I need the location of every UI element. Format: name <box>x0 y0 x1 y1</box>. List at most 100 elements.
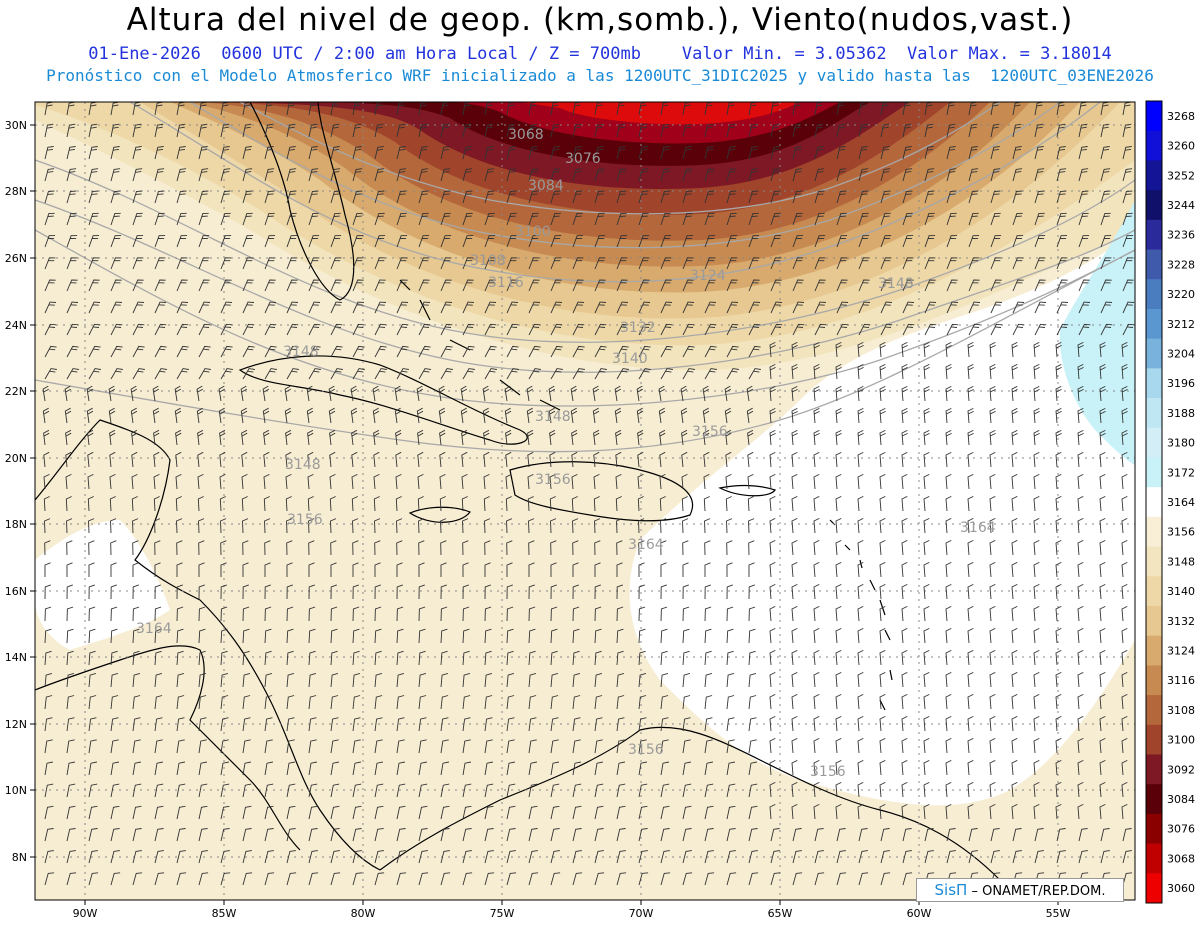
wind-barb <box>594 190 605 204</box>
wind-barb <box>528 606 536 622</box>
wind-barb <box>990 850 1000 864</box>
wind-barb <box>680 407 688 424</box>
wind-barb <box>593 473 600 490</box>
wind-barb <box>506 301 519 314</box>
wind-barb <box>880 257 892 270</box>
wind-barb <box>704 146 714 160</box>
wind-barb <box>154 212 165 226</box>
wind-barb <box>264 672 273 688</box>
wind-barb <box>176 783 186 798</box>
wind-barb <box>945 781 952 798</box>
wind-barb <box>682 301 695 314</box>
wind-barb <box>880 168 891 182</box>
colorbar-label: 3084 <box>1167 793 1195 806</box>
wind-barb <box>814 323 827 336</box>
wind-barb <box>330 146 340 160</box>
wind-barb <box>506 783 516 798</box>
wind-barb <box>968 257 980 270</box>
wind-barb <box>879 495 886 512</box>
wind-barb <box>242 584 249 600</box>
wind-barb <box>153 429 160 446</box>
wind-barb <box>857 583 864 600</box>
wind-barb <box>220 540 227 556</box>
wind-barb <box>1077 671 1084 688</box>
wind-barb <box>549 451 556 468</box>
wind-barb <box>748 650 756 666</box>
wind-barb <box>417 473 424 490</box>
colorbar-label: 3068 <box>1167 852 1195 865</box>
wind-barb <box>636 407 644 424</box>
wind-barb <box>264 279 276 292</box>
wind-barb <box>879 605 886 622</box>
wind-barb <box>967 649 974 666</box>
wind-barb <box>1056 123 1066 138</box>
wind-barb <box>196 407 204 424</box>
wind-barb <box>548 385 556 402</box>
wind-barb <box>198 739 207 754</box>
wind-barb <box>946 212 957 226</box>
wind-barb <box>638 761 647 776</box>
wind-barb <box>990 146 1000 160</box>
wind-barb <box>286 323 299 336</box>
wind-barb <box>967 671 974 688</box>
wind-barb <box>264 628 272 644</box>
wind-barb <box>1122 123 1132 138</box>
wind-barb <box>1034 168 1045 182</box>
wind-barb <box>990 828 1000 842</box>
colorbar-label: 3092 <box>1167 763 1195 776</box>
wind-barb <box>901 759 908 776</box>
wind-barb <box>989 803 996 820</box>
wind-barb <box>154 761 163 776</box>
wind-barb <box>66 606 74 622</box>
wind-barb <box>572 235 584 248</box>
wind-barb <box>528 146 538 160</box>
wind-barb <box>88 518 95 534</box>
wind-barb <box>417 496 424 512</box>
wind-barb <box>1011 803 1018 820</box>
wind-barb <box>505 429 512 446</box>
wind-barb <box>1033 671 1040 688</box>
wind-barb <box>131 451 138 468</box>
wind-barb <box>506 872 517 886</box>
wind-barb <box>1077 517 1084 534</box>
colorbar-label: 3148 <box>1167 555 1195 568</box>
wind-barb <box>528 672 537 688</box>
wind-barb <box>396 606 404 622</box>
wind-barb <box>658 385 666 402</box>
colorbar-label: 3100 <box>1167 734 1195 747</box>
wind-barb <box>198 168 209 182</box>
wind-barb <box>418 783 428 798</box>
wind-barb <box>726 279 738 292</box>
wind-barb <box>308 518 315 534</box>
wind-barb <box>1121 561 1128 578</box>
wind-barb <box>572 368 585 380</box>
wind-barb <box>550 672 559 688</box>
contour-label: 3116 <box>488 275 524 291</box>
wind-barb <box>550 146 560 160</box>
contour-label: 3164 <box>136 621 172 637</box>
wind-barb <box>879 759 886 776</box>
wind-barb <box>351 496 358 512</box>
wind-barb <box>1121 583 1128 600</box>
wind-barb <box>880 301 893 314</box>
wind-barb <box>638 323 651 336</box>
wind-barb <box>286 301 299 314</box>
wind-barb <box>440 628 448 644</box>
wind-barb <box>1099 583 1106 600</box>
wind-barb <box>88 584 95 600</box>
wind-barb <box>374 279 386 292</box>
wind-barb <box>901 627 908 644</box>
wind-barb <box>285 496 292 512</box>
wind-barb <box>462 584 469 600</box>
wind-barb <box>594 805 604 820</box>
wind-barb <box>704 761 713 776</box>
wind-barb <box>945 495 952 512</box>
colorbar-label: 3180 <box>1167 437 1195 450</box>
wind-barb <box>418 672 427 688</box>
wind-barb <box>330 650 338 666</box>
wind-barb <box>792 301 805 314</box>
wind-barb <box>460 385 468 402</box>
colorbar-label: 3172 <box>1167 466 1195 479</box>
wind-barb <box>968 123 978 138</box>
wind-barb <box>66 146 76 160</box>
